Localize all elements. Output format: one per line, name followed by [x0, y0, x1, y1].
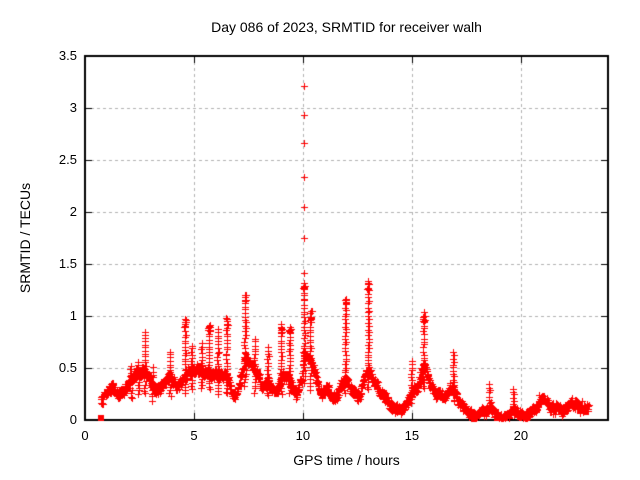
x-tick-label: 0: [81, 428, 89, 443]
y-tick-label: 3: [69, 100, 77, 115]
y-tick-label: 0.5: [58, 360, 77, 375]
x-axis-label: GPS time / hours: [293, 452, 400, 468]
x-tick-label: 5: [190, 428, 198, 443]
y-tick-label: 0: [69, 412, 77, 427]
y-tick-label: 2.5: [58, 152, 77, 167]
x-tick-label: 15: [404, 428, 420, 443]
x-tick-label: 20: [513, 428, 529, 443]
chart-title: Day 086 of 2023, SRMTID for receiver wal…: [211, 19, 482, 35]
y-axis-label: SRMTID / TECUs: [17, 182, 33, 294]
y-tick-label: 1.5: [58, 256, 77, 271]
y-tick-label: 1: [69, 308, 77, 323]
y-tick-label: 2: [69, 204, 77, 219]
x-tick-label: 10: [295, 428, 311, 443]
y-tick-label: 3.5: [58, 48, 77, 63]
